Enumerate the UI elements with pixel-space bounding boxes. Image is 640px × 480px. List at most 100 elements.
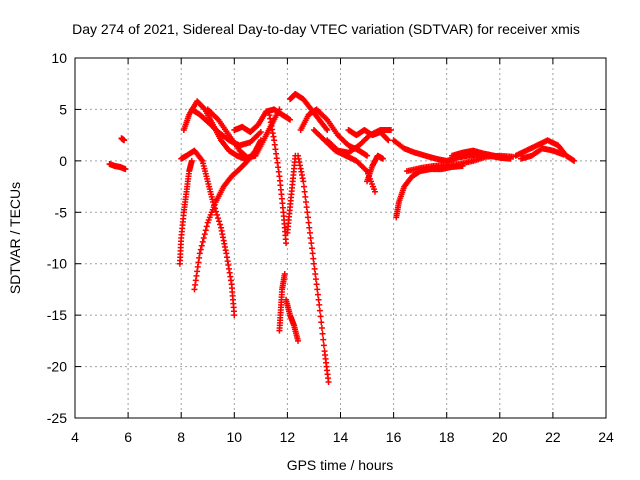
series-arc-y	[512, 137, 578, 164]
y-tick-label: -25	[47, 410, 67, 426]
y-tick-label: 5	[59, 101, 67, 117]
data-point	[318, 325, 325, 331]
series-arc-t	[364, 152, 386, 185]
data-point	[314, 286, 321, 293]
data-point	[315, 296, 322, 303]
data-point	[310, 255, 317, 262]
y-tick-label: -5	[55, 204, 68, 220]
data-point	[309, 250, 316, 257]
data-point	[200, 235, 207, 241]
x-tick-label: 14	[333, 429, 349, 445]
x-tick-label: 4	[71, 429, 79, 445]
series-arc-b	[118, 135, 128, 144]
data-point	[571, 157, 578, 164]
data-point	[306, 224, 313, 231]
data-point	[217, 221, 224, 228]
data-point	[188, 157, 195, 164]
series-arc-r	[324, 127, 394, 156]
series-arc-s	[345, 127, 392, 144]
series-arc-m	[284, 152, 299, 236]
data-point	[384, 136, 391, 143]
data-point	[307, 235, 314, 241]
data-point	[387, 127, 394, 133]
data-point	[197, 246, 204, 253]
data-point	[308, 245, 315, 252]
data-points	[106, 91, 578, 385]
data-point	[304, 214, 311, 221]
data-point	[216, 218, 223, 225]
data-point	[310, 260, 317, 267]
y-tick-label: 10	[51, 50, 67, 66]
series-arc-o	[295, 152, 332, 385]
x-tick-label: 12	[280, 429, 296, 445]
x-tick-label: 6	[124, 429, 132, 445]
x-tick-label: 10	[227, 429, 243, 445]
data-point	[201, 231, 208, 238]
y-tick-label: -10	[47, 256, 67, 272]
data-point	[199, 238, 206, 245]
data-point	[303, 204, 310, 211]
series-arc-a	[106, 160, 129, 173]
data-point	[122, 166, 129, 173]
y-tick-label: 0	[59, 153, 67, 169]
data-point	[198, 242, 205, 249]
series-arc-z	[518, 145, 567, 162]
data-point	[202, 227, 209, 234]
data-point	[295, 337, 302, 344]
data-point	[318, 319, 325, 326]
plot-frame	[74, 57, 607, 419]
data-point	[319, 330, 326, 337]
data-point	[196, 250, 203, 257]
data-point	[257, 129, 264, 136]
x-axis-label: GPS time / hours	[287, 457, 394, 473]
data-point	[302, 193, 309, 200]
data-point	[312, 271, 319, 277]
data-point	[231, 312, 238, 319]
x-tick-label: 20	[492, 429, 508, 445]
x-tick-label: 18	[439, 429, 455, 445]
data-point	[304, 209, 311, 216]
data-point	[325, 379, 332, 385]
data-point	[301, 188, 308, 195]
series-arc-j	[265, 108, 290, 247]
data-point	[308, 240, 315, 247]
series-arc-n	[287, 91, 331, 133]
data-point	[320, 342, 327, 349]
series-arc-x	[449, 147, 509, 161]
data-point	[300, 183, 307, 190]
data-point	[385, 137, 392, 144]
y-axis-label: SDTVAR / TECUs	[7, 182, 23, 294]
series-arc-i	[231, 106, 294, 136]
data-point	[312, 276, 319, 283]
data-point	[324, 127, 331, 133]
data-point	[314, 291, 321, 298]
data-point	[379, 155, 386, 162]
data-point	[313, 281, 320, 288]
series-arc-k	[276, 271, 288, 334]
data-point	[121, 137, 128, 144]
data-point	[203, 223, 210, 230]
x-tick-label: 22	[545, 429, 561, 445]
x-tick-label: 16	[386, 429, 402, 445]
x-tick-label: 24	[598, 429, 614, 445]
data-point	[302, 199, 309, 205]
data-point	[305, 219, 312, 226]
gridlines	[75, 58, 606, 418]
data-point	[214, 211, 221, 218]
data-point	[316, 307, 323, 314]
x-tick-label: 8	[177, 429, 185, 445]
data-point	[281, 271, 288, 277]
series-arc-c	[176, 157, 195, 267]
data-point	[287, 116, 294, 123]
data-point	[320, 336, 327, 343]
data-point	[215, 215, 222, 222]
data-point	[502, 154, 509, 161]
data-point	[560, 151, 567, 158]
y-tick-label: -20	[47, 359, 67, 375]
data-point	[311, 265, 318, 272]
data-point	[283, 240, 290, 247]
series-arc-u	[390, 137, 514, 164]
series-arc-l	[283, 296, 302, 344]
data-point	[306, 229, 313, 236]
